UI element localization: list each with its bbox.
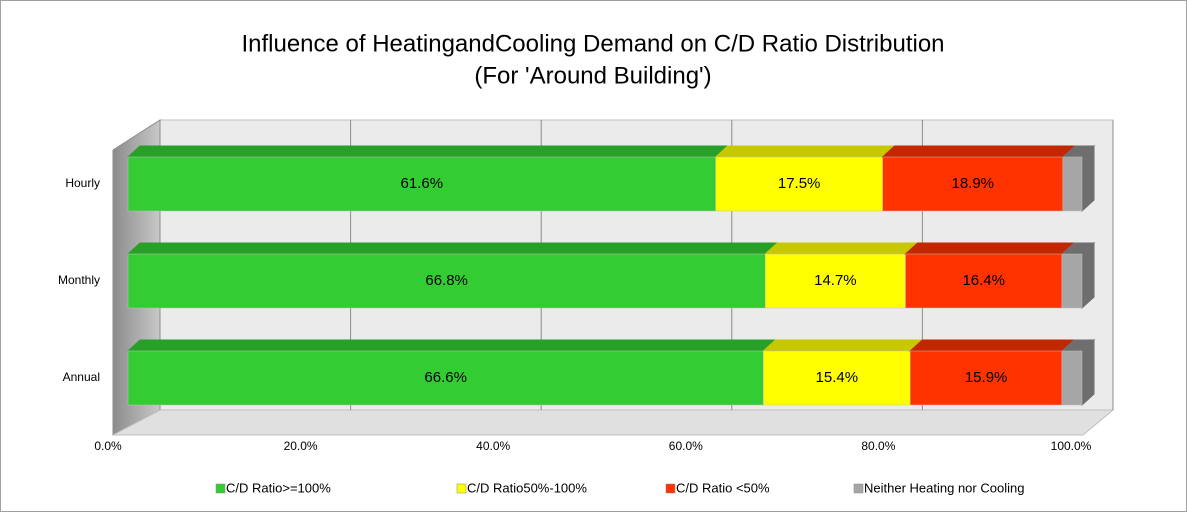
legend-swatch bbox=[665, 483, 676, 494]
bar-side bbox=[1081, 144, 1095, 213]
bar bbox=[127, 156, 716, 212]
data-label: 16.4% bbox=[962, 272, 1005, 289]
floor bbox=[112, 409, 1115, 436]
data-label: 61.6% bbox=[401, 175, 444, 192]
legend-label: C/D Ratio <50% bbox=[676, 480, 770, 495]
data-label: 17.5% bbox=[778, 175, 821, 192]
bar bbox=[910, 350, 1063, 406]
bar-top bbox=[908, 339, 1076, 352]
data-label: 14.7% bbox=[814, 272, 857, 289]
bar-side bbox=[1081, 338, 1095, 407]
data-label: 15.4% bbox=[816, 369, 859, 386]
bar bbox=[715, 156, 883, 212]
bar bbox=[882, 156, 1064, 212]
legend-label: Neither Heating nor Cooling bbox=[864, 480, 1024, 495]
bar bbox=[1061, 350, 1083, 406]
y-tick-label: Hourly bbox=[65, 176, 100, 190]
x-tick-label: 100.0% bbox=[1051, 439, 1092, 453]
bar bbox=[905, 253, 1063, 309]
chart-subtitle: (For 'Around Building') bbox=[474, 62, 711, 89]
data-label: 66.6% bbox=[424, 369, 467, 386]
x-tick-label: 0.0% bbox=[94, 439, 122, 453]
bar bbox=[765, 253, 906, 309]
x-tick-label: 80.0% bbox=[861, 439, 895, 453]
bar bbox=[1061, 253, 1083, 309]
bar-top bbox=[881, 145, 1077, 158]
bar bbox=[127, 350, 764, 406]
data-label: 18.9% bbox=[951, 175, 994, 192]
x-tick-label: 20.0% bbox=[284, 439, 318, 453]
x-tick-label: 60.0% bbox=[669, 439, 703, 453]
bar bbox=[763, 350, 911, 406]
y-tick-label: Monthly bbox=[58, 273, 100, 287]
bar-top bbox=[126, 242, 779, 255]
y-tick-label: Annual bbox=[63, 370, 100, 384]
bar bbox=[1062, 156, 1083, 212]
x-tick-label: 40.0% bbox=[476, 439, 510, 453]
bar-top bbox=[126, 339, 777, 352]
legend-swatch bbox=[215, 483, 226, 494]
bar-top bbox=[126, 145, 729, 158]
bar-side bbox=[1081, 241, 1095, 310]
data-label: 66.8% bbox=[425, 272, 468, 289]
bar bbox=[127, 253, 766, 309]
data-label: 15.9% bbox=[965, 369, 1008, 386]
legend-swatch bbox=[853, 483, 864, 494]
chart-title: Influence of HeatingandCooling Demand on… bbox=[241, 30, 944, 57]
bar-top bbox=[714, 145, 896, 158]
legend-label: C/D Ratio50%-100% bbox=[467, 480, 587, 495]
bar-top bbox=[763, 242, 919, 255]
legend-swatch bbox=[456, 483, 467, 494]
bar-top bbox=[762, 339, 924, 352]
bar-top bbox=[904, 242, 1076, 255]
legend-label: C/D Ratio>=100% bbox=[226, 480, 331, 495]
